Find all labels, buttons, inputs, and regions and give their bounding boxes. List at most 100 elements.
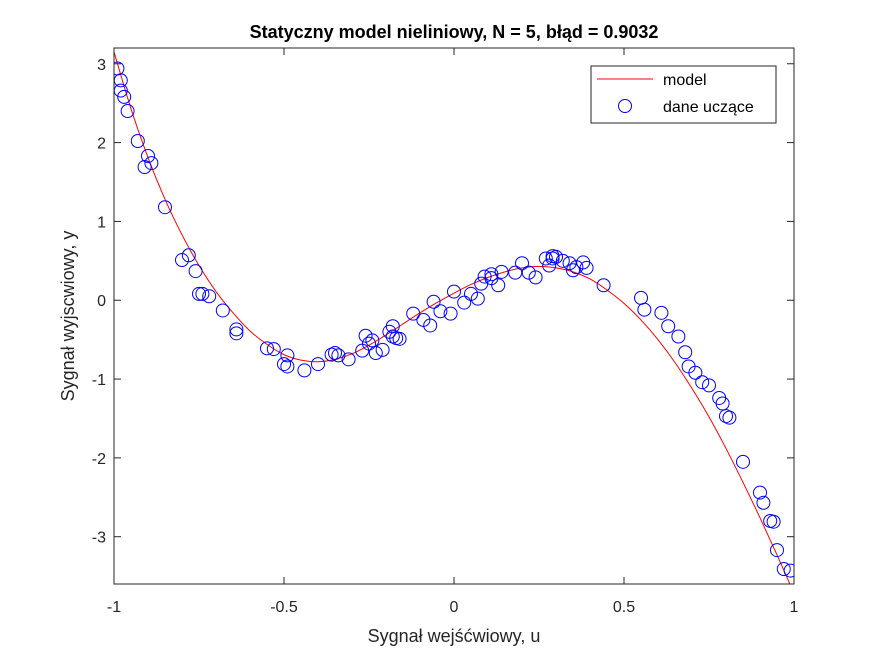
x-tick-label: -0.5 bbox=[270, 599, 298, 616]
y-tick-label: 2 bbox=[97, 136, 106, 153]
x-tick-label: 0.5 bbox=[613, 599, 635, 616]
legend-data-swatch bbox=[618, 99, 632, 113]
data-point bbox=[328, 346, 342, 361]
data-point bbox=[137, 160, 152, 175]
data-point bbox=[385, 329, 400, 344]
data-point bbox=[188, 264, 203, 279]
data-point bbox=[776, 562, 791, 577]
data-point bbox=[719, 409, 733, 424]
data-point bbox=[654, 305, 669, 320]
data-point bbox=[491, 278, 506, 293]
data-point bbox=[671, 329, 686, 344]
data-point bbox=[549, 249, 563, 264]
data-point bbox=[555, 253, 570, 268]
legend-data-label: dane uczące bbox=[663, 99, 754, 116]
data-point bbox=[494, 264, 509, 279]
data-point bbox=[406, 306, 421, 321]
legend-model-label: model bbox=[663, 72, 707, 89]
x-axis-label: Sygnał wejśćwiowy, u bbox=[368, 626, 541, 646]
data-point bbox=[175, 253, 189, 268]
data-point bbox=[596, 278, 611, 293]
legend: model dane uczące bbox=[590, 65, 777, 124]
data-point bbox=[324, 347, 339, 362]
data-point bbox=[566, 263, 580, 278]
data-point bbox=[229, 326, 244, 341]
data-point bbox=[260, 341, 274, 356]
x-axis: -1 -0.5 0 0.5 1 bbox=[107, 48, 799, 616]
chart-title: Statyczny model nieliniowy, N = 5, błąd … bbox=[250, 22, 659, 42]
data-point bbox=[443, 306, 458, 321]
data-point bbox=[130, 134, 145, 149]
x-tick-label: -1 bbox=[107, 599, 121, 616]
data-point bbox=[202, 289, 217, 304]
data-point bbox=[433, 304, 448, 319]
data-point bbox=[368, 346, 383, 361]
data-point bbox=[277, 357, 291, 372]
legend-box bbox=[590, 65, 777, 124]
data-point bbox=[545, 251, 560, 266]
data-point bbox=[579, 260, 594, 275]
data-point bbox=[392, 331, 407, 346]
data-point bbox=[331, 348, 346, 363]
data-point bbox=[120, 104, 135, 119]
data-layer bbox=[114, 51, 794, 584]
data-point bbox=[423, 318, 438, 333]
y-tick-label: -2 bbox=[92, 451, 106, 468]
x-tick-label: 1 bbox=[790, 599, 799, 616]
y-tick-label: -3 bbox=[92, 530, 106, 547]
data-point bbox=[637, 302, 652, 317]
data-point bbox=[144, 156, 159, 171]
data-point bbox=[661, 319, 676, 334]
data-point bbox=[508, 265, 523, 280]
data-point bbox=[280, 348, 295, 363]
data-point bbox=[542, 258, 557, 273]
data-point bbox=[688, 365, 703, 380]
data-point bbox=[770, 543, 784, 558]
data-point bbox=[375, 342, 390, 357]
data-point bbox=[195, 286, 210, 301]
data-point bbox=[181, 248, 196, 263]
data-point bbox=[515, 256, 529, 271]
y-tick-label: 3 bbox=[97, 57, 106, 74]
data-point bbox=[447, 284, 461, 299]
data-point bbox=[426, 294, 441, 309]
data-point bbox=[484, 267, 499, 282]
data-point bbox=[695, 375, 710, 390]
y-tick-label: -1 bbox=[92, 372, 106, 389]
data-point bbox=[783, 563, 794, 578]
data-point bbox=[192, 286, 206, 301]
data-point bbox=[297, 363, 312, 378]
data-point bbox=[229, 322, 244, 337]
data-point bbox=[521, 265, 536, 280]
y-axis-label: Sygnał wyjscwiowy, y bbox=[58, 231, 78, 402]
data-point bbox=[528, 270, 543, 285]
data-point bbox=[464, 286, 478, 301]
data-point bbox=[362, 336, 376, 351]
data-point bbox=[736, 454, 750, 469]
y-tick-label: 0 bbox=[97, 293, 106, 310]
data-point bbox=[722, 410, 737, 425]
data-point bbox=[753, 485, 767, 500]
data-point bbox=[311, 357, 325, 372]
data-point bbox=[158, 200, 172, 215]
data-point bbox=[538, 251, 553, 266]
y-axis: -3 -2 -1 0 1 2 3 bbox=[92, 57, 794, 547]
data-point bbox=[766, 514, 781, 529]
data-point bbox=[678, 345, 693, 360]
data-point bbox=[457, 295, 472, 310]
data-point bbox=[141, 148, 155, 163]
data-point bbox=[280, 359, 295, 374]
data-point bbox=[702, 378, 716, 393]
data-point bbox=[569, 260, 584, 275]
data-point bbox=[341, 352, 356, 367]
data-point bbox=[358, 328, 373, 343]
data-point bbox=[756, 495, 771, 510]
data-point bbox=[477, 269, 492, 284]
y-tick-label: 1 bbox=[97, 214, 106, 231]
data-point bbox=[470, 291, 485, 306]
x-tick-label: 0 bbox=[450, 599, 459, 616]
data-point bbox=[562, 256, 577, 271]
data-point bbox=[117, 89, 132, 104]
data-point bbox=[215, 303, 230, 318]
